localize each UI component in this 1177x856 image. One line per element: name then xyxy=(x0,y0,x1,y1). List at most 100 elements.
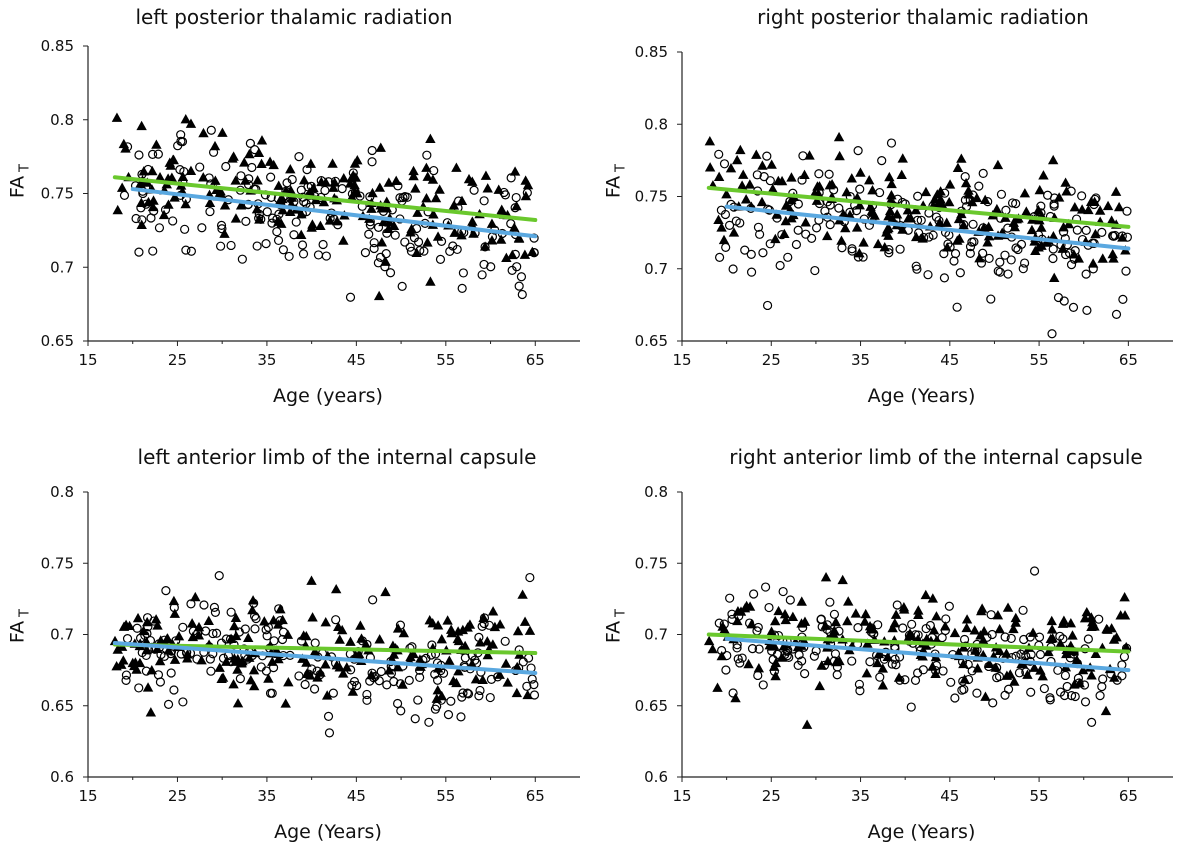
data-point-circle xyxy=(178,697,188,707)
data-point-circle xyxy=(965,195,975,205)
data-point-circle xyxy=(368,595,378,605)
data-point-circle xyxy=(811,223,822,233)
data-point-circle xyxy=(436,236,447,246)
data-point-triangle xyxy=(451,677,462,688)
y-axis-label: FA xyxy=(603,621,625,643)
data-point-triangle xyxy=(428,209,439,219)
data-point-circle xyxy=(154,223,165,233)
data-point-circle xyxy=(988,698,998,708)
data-point-triangle xyxy=(1061,186,1072,196)
data-point-triangle xyxy=(520,175,531,185)
data-point-circle xyxy=(940,188,950,198)
data-point-circle xyxy=(201,626,211,636)
x-tick-label: 45 xyxy=(347,351,366,369)
data-point-circle xyxy=(895,675,905,685)
data-point-triangle xyxy=(913,605,924,615)
data-point-circle xyxy=(247,162,257,173)
x-tick-label: 25 xyxy=(762,351,781,369)
data-point-triangle xyxy=(886,189,897,200)
data-point-triangle xyxy=(248,664,260,675)
data-point-triangle xyxy=(432,684,443,695)
data-point-triangle xyxy=(165,160,176,170)
data-point-circle xyxy=(226,607,236,617)
data-point-circle xyxy=(866,623,877,633)
data-point-circle xyxy=(424,717,434,727)
data-point-triangle xyxy=(992,609,1004,620)
data-point-triangle xyxy=(273,180,284,190)
data-point-triangle xyxy=(230,175,241,185)
data-point-circle xyxy=(913,668,923,678)
data-point-circle xyxy=(982,632,992,642)
data-point-circle xyxy=(1047,329,1057,339)
data-point-circle xyxy=(783,252,793,262)
data-point-circle xyxy=(522,681,532,691)
data-point-triangle xyxy=(112,204,123,215)
data-point-circle xyxy=(1062,681,1072,692)
data-point-circle xyxy=(134,683,144,693)
data-point-circle xyxy=(793,225,803,235)
data-point-circle xyxy=(329,214,339,224)
data-point-circle xyxy=(1083,634,1093,644)
data-point-circle xyxy=(996,189,1007,199)
data-point-triangle xyxy=(425,276,436,286)
data-point-triangle xyxy=(134,657,146,668)
data-point-circle xyxy=(226,240,236,251)
data-point-circle xyxy=(923,270,933,280)
data-point-triangle xyxy=(345,636,356,646)
data-point-triangle xyxy=(448,200,460,210)
data-point-circle xyxy=(405,242,415,252)
data-point-triangle xyxy=(366,203,377,213)
data-point-triangle xyxy=(374,634,385,644)
data-point-triangle xyxy=(259,616,270,626)
data-point-circle xyxy=(1061,249,1071,260)
data-point-circle xyxy=(1029,566,1040,576)
y-axis-label: FA xyxy=(603,176,625,198)
x-tick-label: 15 xyxy=(78,351,97,369)
data-point-circle xyxy=(122,142,133,152)
y-tick-label: 0.75 xyxy=(635,554,668,572)
data-point-circle xyxy=(939,273,950,283)
y-tick-label: 0.7 xyxy=(644,626,668,644)
data-point-triangle xyxy=(496,204,507,214)
data-point-circle xyxy=(369,243,379,254)
data-point-circle xyxy=(367,157,377,167)
data-point-circle xyxy=(287,174,297,185)
data-point-triangle xyxy=(204,197,216,207)
data-point-triangle xyxy=(872,238,884,249)
data-point-circle xyxy=(479,618,489,629)
data-point-circle xyxy=(331,615,341,625)
data-point-triangle xyxy=(982,237,993,247)
data-point-circle xyxy=(904,630,915,640)
data-point-circle xyxy=(141,666,151,676)
data-point-triangle xyxy=(1047,154,1059,165)
data-point-triangle xyxy=(145,707,157,717)
data-point-triangle xyxy=(721,188,732,199)
x-tick-label: 25 xyxy=(168,787,187,805)
data-point-circle xyxy=(759,172,769,182)
data-point-triangle xyxy=(422,171,433,181)
data-point-circle xyxy=(1003,269,1013,279)
data-point-circle xyxy=(847,246,857,256)
fit-line-blue xyxy=(724,636,1131,673)
data-point-circle xyxy=(974,181,984,191)
data-point-circle xyxy=(218,653,229,663)
y-tick-label: 0.75 xyxy=(41,554,74,572)
data-point-circle xyxy=(724,220,735,230)
data-point-triangle xyxy=(470,674,482,684)
data-point-triangle xyxy=(851,222,863,232)
data-point-circle xyxy=(814,169,824,179)
data-point-circle xyxy=(499,187,509,198)
x-tick-label: 15 xyxy=(672,351,691,369)
data-point-circle xyxy=(446,696,456,706)
data-point-circle xyxy=(1001,205,1011,215)
data-point-triangle xyxy=(136,120,147,131)
data-point-circle xyxy=(869,629,879,639)
data-point-circle xyxy=(173,141,183,151)
data-point-triangle xyxy=(390,175,402,186)
data-point-circle xyxy=(769,666,779,676)
data-point-triangle xyxy=(800,217,811,227)
data-point-circle xyxy=(277,634,288,645)
data-point-triangle xyxy=(507,249,518,260)
data-point-circle xyxy=(250,145,260,155)
data-point-triangle xyxy=(169,608,181,618)
